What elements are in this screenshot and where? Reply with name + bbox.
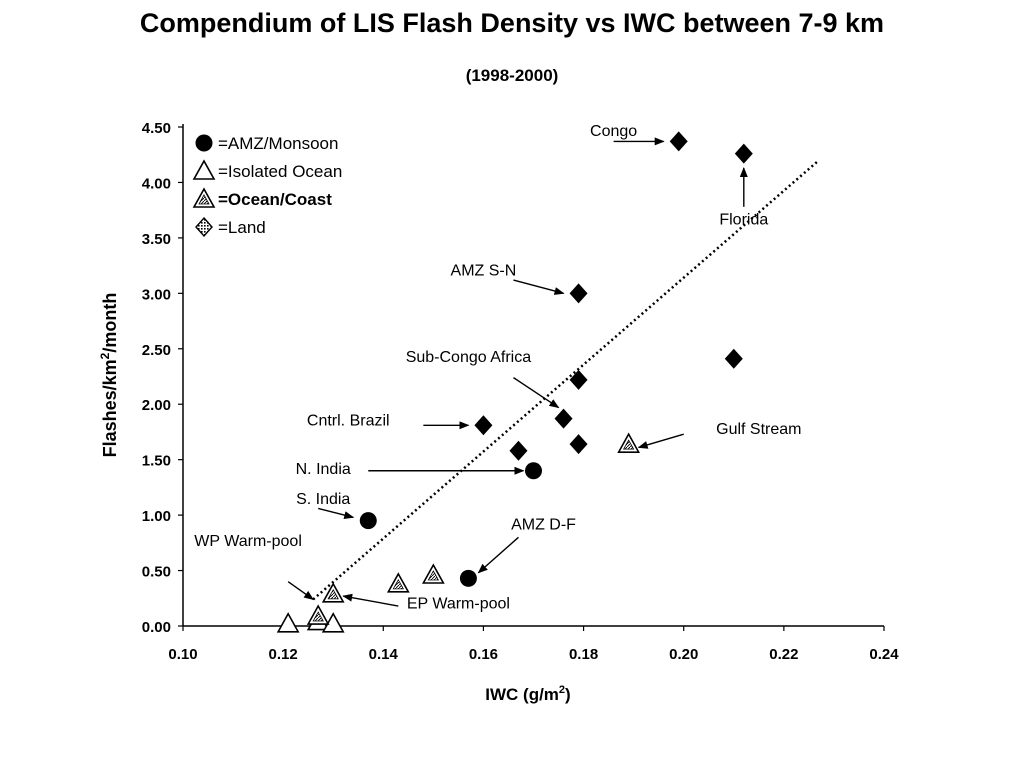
data-point [421, 563, 445, 584]
x-tick-label: 0.12 [269, 646, 298, 663]
data-point [276, 612, 300, 633]
y-axis-label-main: Flashes/km [100, 359, 120, 457]
y-axis-label-tail: /month [100, 293, 120, 353]
y-tick-label: 0.00 [142, 619, 171, 636]
x-axis-label: IWC (g/m2) [485, 684, 570, 704]
legend-marker [195, 134, 213, 152]
x-tick-label: 0.20 [669, 646, 698, 663]
y-ticks: 0.00 0.50 1.00 1.50 2.00 2.50 3.00 3.50 4.00 4.50 [142, 120, 183, 636]
annotation-label: AMZ S-N [451, 263, 517, 280]
data-points [276, 131, 753, 633]
annotations: Congo Florida AMZ S-N Sub-Congo Africa Cntrl… [194, 123, 801, 612]
legend-marker [195, 216, 213, 238]
y-tick-label: 3.00 [142, 286, 171, 303]
legend-marker [192, 187, 216, 208]
legend-marker [192, 159, 216, 180]
data-point [321, 582, 345, 603]
y-tick-label: 4.00 [142, 175, 171, 192]
annotation-label: Sub-Congo Africa [406, 349, 532, 366]
y-tick-label: 3.50 [142, 231, 171, 248]
annotation-arrow [318, 507, 355, 519]
annotation-arrow [342, 593, 399, 607]
data-point [554, 408, 573, 429]
x-tick-label: 0.16 [469, 646, 498, 663]
x-axis-label-tail: ) [565, 685, 571, 704]
data-point [306, 604, 330, 625]
data-point [386, 572, 410, 593]
annotation-label: Congo [590, 123, 637, 140]
x-tick-label: 0.14 [369, 646, 399, 663]
annotation-arrow [287, 581, 315, 600]
x-tick-label: 0.22 [769, 646, 798, 663]
annotation-arrow [513, 377, 560, 409]
data-point [474, 415, 493, 436]
legend: =AMZ/Monsoon =Isolated Ocean =Ocean/Coast =… [192, 134, 342, 238]
data-point [734, 143, 753, 164]
legend-label: =Ocean/Coast [218, 190, 332, 209]
x-axis-label-sup: 2 [559, 684, 565, 696]
annotation-label: S. India [296, 491, 350, 508]
data-point [617, 432, 640, 453]
data-point [669, 131, 688, 152]
x-ticks: 0.10 0.12 0.14 0.16 0.18 0.20 0.22 0.24 [168, 626, 899, 663]
data-point [569, 434, 588, 455]
y-tick-label: 1.00 [142, 508, 171, 525]
data-point [525, 462, 542, 480]
legend-label: =Land [218, 218, 266, 237]
legend-label: =AMZ/Monsoon [218, 134, 338, 153]
annotation-label: Florida [719, 212, 768, 229]
annotation-label: AMZ D-F [511, 517, 576, 534]
y-tick-label: 2.00 [142, 397, 171, 414]
annotation-label: N. India [296, 461, 351, 478]
trend-line [312, 159, 820, 601]
page-subtitle: (1998-2000) [465, 66, 559, 85]
y-tick-label: 0.50 [142, 564, 171, 581]
axes [182, 124, 884, 627]
data-point [509, 440, 528, 461]
x-tick-label: 0.24 [869, 646, 899, 663]
data-point [359, 512, 377, 530]
page-title: Compendium of LIS Flash Density vs IWC b… [139, 8, 885, 38]
data-point [459, 569, 477, 587]
y-axis-label: Flashes/km2/month [98, 293, 120, 458]
data-point [569, 369, 588, 390]
x-tick-label: 0.10 [168, 646, 197, 663]
legend-label: =Isolated Ocean [218, 162, 342, 181]
annotation-arrow [513, 279, 565, 295]
annotation-label: WP Warm-pool [194, 533, 302, 550]
y-axis-label-sup: 2 [98, 352, 112, 359]
annotation-label: Cntrl. Brazil [307, 412, 390, 429]
annotation-arrow [637, 433, 684, 449]
data-point [569, 283, 588, 304]
data-point [724, 348, 743, 369]
x-tick-label: 0.18 [569, 646, 598, 663]
annotation-label: Gulf Stream [716, 421, 801, 438]
y-tick-label: 2.50 [142, 342, 171, 359]
y-tick-label: 1.50 [142, 453, 171, 470]
x-axis-label-main: IWC (g/m [485, 685, 559, 704]
annotation-label: EP Warm-pool [407, 595, 510, 612]
annotation-arrow [477, 536, 519, 574]
y-tick-label: 4.50 [142, 120, 171, 137]
